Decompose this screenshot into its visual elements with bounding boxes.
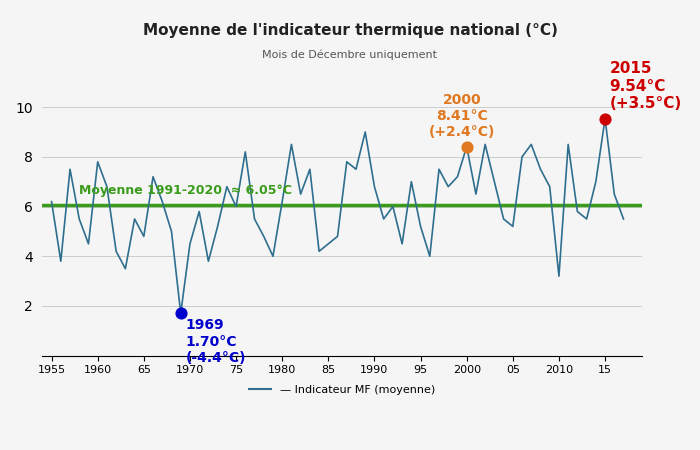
Legend: — Indicateur MF (moyenne): — Indicateur MF (moyenne)	[244, 380, 440, 399]
Text: Mois de Décembre uniquement: Mois de Décembre uniquement	[262, 50, 438, 60]
Text: 2000
8.41°C
(+2.4°C): 2000 8.41°C (+2.4°C)	[429, 93, 496, 139]
Point	[599, 115, 610, 122]
Point	[175, 310, 186, 317]
Point	[461, 143, 472, 150]
Text: 1969
1.70°C
(-4.4°C): 1969 1.70°C (-4.4°C)	[186, 319, 246, 365]
Text: Moyenne de l'indicateur thermique national (°C): Moyenne de l'indicateur thermique nation…	[143, 22, 557, 37]
Text: Moyenne 1991-2020  ≈ 6.05°C: Moyenne 1991-2020 ≈ 6.05°C	[79, 184, 292, 197]
Text: 2015
9.54°C
(+3.5°C): 2015 9.54°C (+3.5°C)	[610, 61, 682, 111]
